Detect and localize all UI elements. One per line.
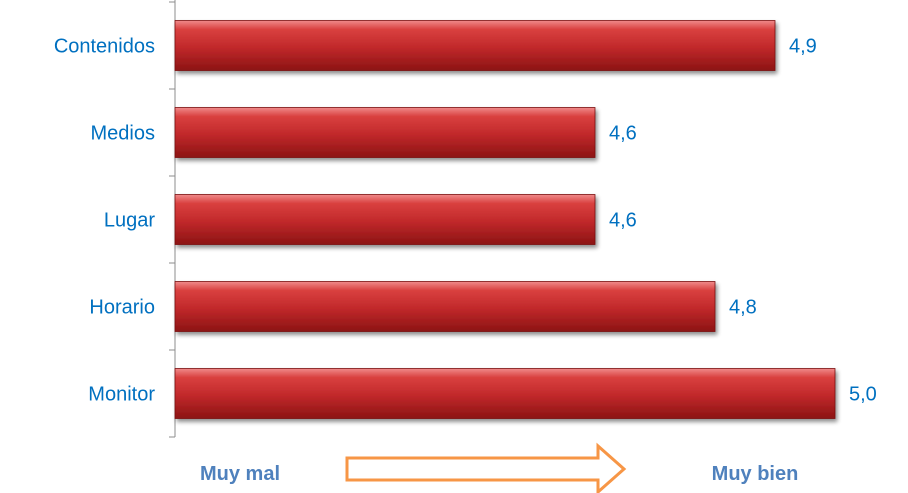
category-label: Lugar: [104, 210, 155, 232]
data-label: 4,8: [729, 297, 757, 319]
scale-footer: Muy mal Muy bien: [200, 442, 799, 493]
category-label: Horario: [89, 297, 155, 319]
bar: [174, 20, 776, 71]
scale-high-label: Muy bien: [712, 463, 799, 485]
category-label: Monitor: [88, 384, 155, 406]
labels: Contenidos 4,9 Medios 4,6 Lugar 4,6 Horario 4,8…: [54, 36, 877, 406]
scale-arrow-icon: [345, 442, 627, 493]
scale-low-label: Muy mal: [200, 463, 280, 485]
bar: [174, 281, 716, 332]
data-label: 4,6: [609, 123, 637, 145]
bar: [174, 194, 596, 245]
bar: [174, 107, 596, 158]
bars: [174, 20, 836, 419]
category-label: Contenidos: [54, 36, 155, 58]
bar: [174, 368, 836, 419]
category-label: Medios: [91, 123, 155, 145]
data-label: 4,9: [789, 36, 817, 58]
category-axis: [169, 0, 176, 438]
data-label: 5,0: [849, 384, 877, 406]
data-label: 4,6: [609, 210, 637, 232]
